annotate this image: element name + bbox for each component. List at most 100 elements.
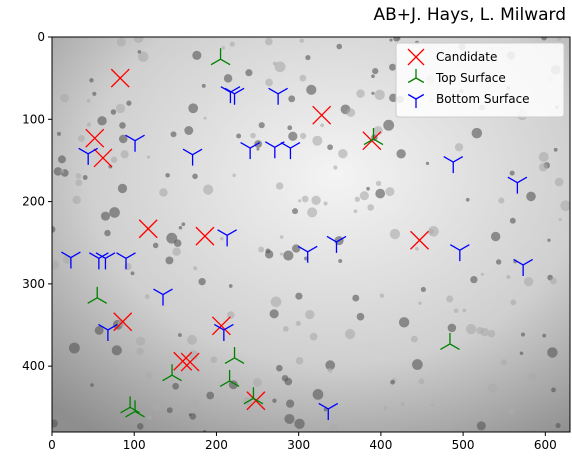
texture-dot bbox=[398, 317, 410, 328]
texture-dot bbox=[462, 308, 467, 313]
marker bbox=[513, 258, 533, 276]
texture-dot bbox=[509, 217, 516, 224]
texture-dot bbox=[109, 207, 120, 218]
texture-dot bbox=[299, 74, 307, 82]
marker bbox=[440, 332, 460, 351]
marker bbox=[138, 219, 158, 239]
legend: Candidate Top Surface Bottom Surface bbox=[395, 42, 565, 118]
texture-dot bbox=[228, 284, 233, 288]
texture-dot bbox=[170, 131, 177, 138]
texture-dot bbox=[165, 173, 170, 178]
texture-dot bbox=[389, 38, 393, 42]
marker bbox=[507, 176, 528, 194]
marker bbox=[297, 245, 318, 263]
texture-dot bbox=[519, 351, 524, 356]
texture-dot bbox=[86, 122, 91, 127]
texture-dot bbox=[323, 201, 328, 206]
texture-dot bbox=[304, 256, 308, 261]
texture-dot bbox=[506, 274, 511, 280]
texture-dot bbox=[203, 184, 214, 195]
texture-dot bbox=[379, 293, 385, 298]
texture-dot bbox=[94, 325, 104, 335]
texture-dot bbox=[366, 186, 370, 191]
marker bbox=[449, 244, 470, 262]
texture-dot bbox=[412, 359, 423, 370]
texture-dot bbox=[524, 276, 534, 287]
texture-dot bbox=[480, 327, 489, 337]
texture-dot bbox=[307, 207, 318, 218]
texture-dot bbox=[389, 63, 397, 71]
texture-dot bbox=[287, 125, 293, 131]
texture-dot bbox=[284, 413, 295, 425]
texture-dot bbox=[309, 332, 318, 341]
texture-dot bbox=[447, 323, 457, 333]
y-tick-label: 400 bbox=[22, 359, 45, 373]
texture-dot bbox=[210, 356, 218, 364]
x-tick-label: 300 bbox=[287, 438, 310, 452]
marker bbox=[173, 351, 193, 371]
marker bbox=[78, 147, 99, 165]
marker bbox=[246, 391, 266, 411]
texture-dot bbox=[190, 400, 199, 409]
texture-dot bbox=[110, 109, 117, 115]
legend-label: Bottom Surface bbox=[436, 92, 530, 106]
texture-dot bbox=[389, 93, 398, 103]
marker bbox=[180, 352, 200, 372]
texture-dot bbox=[75, 173, 82, 179]
texture-dot bbox=[352, 294, 360, 302]
y-tick-label: 200 bbox=[22, 195, 45, 209]
marker bbox=[113, 312, 133, 332]
texture-dot bbox=[203, 116, 207, 120]
texture-dot bbox=[356, 312, 365, 321]
x-tick-label: 400 bbox=[369, 438, 392, 452]
texture-dot bbox=[68, 342, 80, 354]
marker bbox=[264, 141, 285, 159]
image-texture bbox=[52, 37, 570, 432]
texture-dot bbox=[270, 296, 282, 308]
texture-dot bbox=[166, 232, 178, 244]
legend-box bbox=[395, 42, 565, 118]
texture-dot bbox=[480, 272, 484, 276]
texture-dot bbox=[220, 236, 224, 241]
texture-dot bbox=[300, 132, 307, 140]
texture-dot bbox=[256, 147, 260, 151]
texture-dot bbox=[375, 180, 382, 187]
texture-dot bbox=[354, 196, 360, 202]
texture-dot bbox=[109, 366, 119, 376]
marker bbox=[110, 68, 130, 88]
texture-dot bbox=[146, 155, 151, 159]
texture-dot bbox=[428, 226, 439, 237]
texture-dot bbox=[471, 127, 483, 139]
texture-dot bbox=[496, 259, 502, 265]
texture-dot bbox=[305, 309, 315, 320]
texture-dot bbox=[133, 37, 144, 44]
texture-dot bbox=[292, 208, 299, 215]
texture-dot bbox=[229, 41, 235, 47]
texture-dot bbox=[147, 415, 153, 421]
texture-dot bbox=[298, 199, 302, 203]
marker bbox=[224, 346, 245, 365]
texture-dot bbox=[374, 89, 385, 100]
texture-dot bbox=[258, 122, 265, 129]
texture-dot bbox=[100, 211, 111, 221]
texture-dot bbox=[177, 333, 182, 337]
marker bbox=[89, 252, 109, 270]
texture-dot bbox=[346, 108, 356, 117]
texture-dot bbox=[526, 191, 536, 202]
texture-dot bbox=[320, 123, 325, 128]
texture-dot bbox=[117, 183, 128, 194]
texture-dot bbox=[306, 84, 317, 95]
texture-dot bbox=[89, 78, 94, 83]
texture-dot bbox=[227, 311, 235, 319]
marker bbox=[61, 251, 81, 269]
texture-dot bbox=[111, 345, 122, 356]
texture-dot bbox=[276, 364, 283, 372]
texture-dot bbox=[60, 93, 69, 103]
texture-dot bbox=[126, 100, 132, 106]
texture-dot bbox=[245, 69, 253, 77]
texture-dot bbox=[221, 46, 225, 50]
texture-dot bbox=[557, 37, 562, 41]
marker bbox=[213, 323, 234, 341]
texture-dot bbox=[283, 250, 294, 261]
texture-dot bbox=[393, 37, 400, 42]
